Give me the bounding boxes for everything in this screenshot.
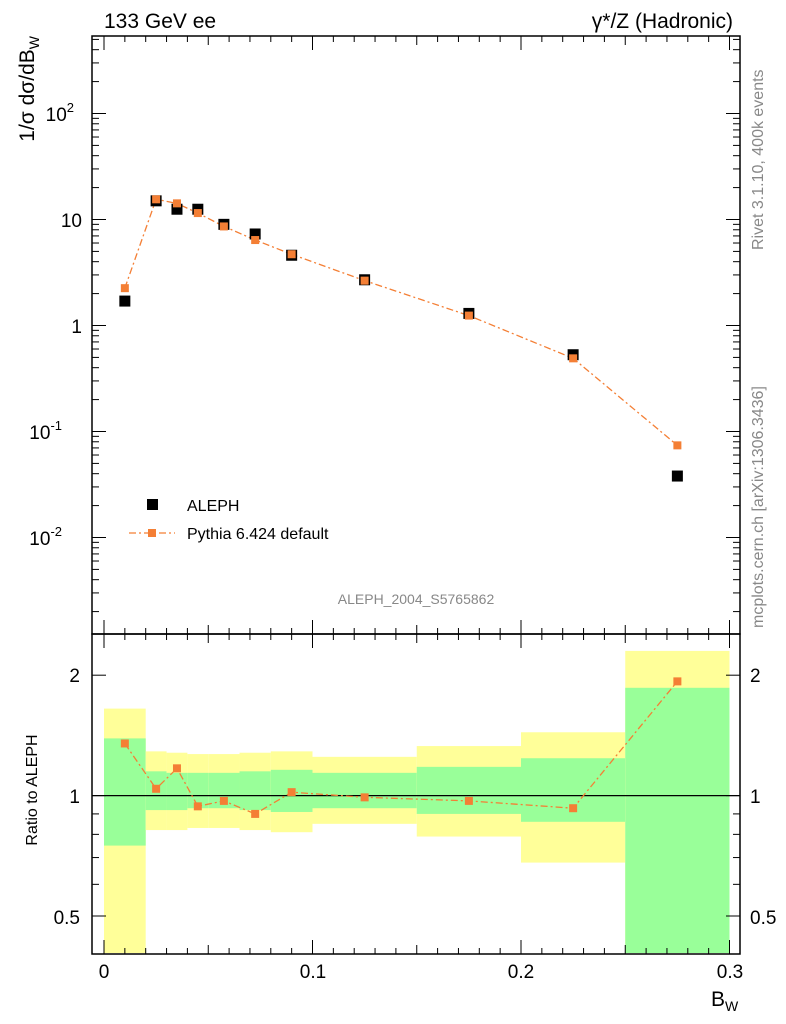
ratio-mc-point [673,677,682,686]
xtick-label-0.3: 0.3 [717,962,743,983]
mc-point [193,209,202,218]
xtick-label-0: 0 [99,962,110,983]
band-inner [104,738,146,846]
analysis-id: ALEPH_2004_S5765862 [338,591,495,607]
mcplots-label: mcplots.cern.ch [arXiv:1306.3436] [750,386,767,628]
data-point [119,295,131,307]
data-point [249,228,261,240]
ratio-frame [91,633,741,955]
band-inner [312,772,417,809]
ytick-label-1e-2: 10-2 [29,524,62,550]
mc-point [360,276,369,285]
ratio-mc-point [464,796,473,805]
ratio-ytick-2-left: 2 [69,666,80,687]
ratio-ytick-1-right: 1 [750,787,761,808]
ratio-ytick-0.5-left: 0.5 [54,908,80,929]
mc-point [287,250,296,259]
mc-point [120,284,129,293]
band-inner [239,771,271,811]
mc-point [673,441,682,450]
band-inner [521,758,626,822]
main-points-layer [119,195,683,482]
main-ylabel: 1/σ dσ/dBW [16,35,42,141]
band-inner [187,772,209,809]
ytick-label-10: 10 [61,211,82,232]
main-panel: 10-2 10-1 1 10 102 1/σ dσ/dBW ALEPH Pyth… [16,35,741,635]
ratio-mc-point [172,764,181,773]
xtick-label-0.2: 0.2 [508,962,534,983]
ratio-mc-point [152,784,161,793]
ratio-mc-point [193,802,202,811]
mc-point [219,222,228,231]
rivet-label: Rivet 3.1.10, 400k events [750,69,767,250]
ratio-ytick-1-left: 1 [69,787,80,808]
ytick-label-1e-1: 10-1 [29,418,62,444]
legend-mc-marker [148,529,156,537]
ratio-ytick-2-right: 2 [750,666,761,687]
legend-mc-label: Pythia 6.424 default [187,526,329,543]
ratio-ytick-0.5-right: 0.5 [750,908,776,929]
ratio-ticks-layer [92,634,740,954]
mc-line [124,198,678,446]
header-right: γ*/Z (Hadronic) [592,10,733,33]
xtick-label-0.1: 0.1 [300,962,326,983]
ytick-label-1e2: 102 [46,100,74,126]
legend: ALEPH Pythia 6.424 default [129,498,329,543]
mc-point [172,199,181,208]
ratio-mc-point [120,739,129,748]
mc-point [152,195,161,204]
mc-point [251,236,260,245]
ytick-label-1: 1 [71,317,82,338]
legend-data-label: ALEPH [187,498,239,515]
data-point [671,470,683,482]
xlabel: BW [711,988,739,1014]
ratio-bands-layer [104,650,730,953]
ratio-mc-point [219,796,228,805]
main-ticks-layer [92,36,740,634]
ratio-panel: 0.5 1 2 0.5 1 2 0 0.1 0.2 0.3 Ratio to A… [24,633,776,1014]
ratio-mc-point [569,804,578,813]
band-inner [416,766,521,814]
header-left: 133 GeV ee [104,10,216,33]
main-frame [91,35,741,635]
ratio-mc-point [360,793,369,802]
band-inner [166,772,188,811]
mc-point [569,354,578,363]
band-inner [625,687,730,953]
ratio-mc-point [287,788,296,797]
ratio-mc-point [251,809,260,818]
data-point [171,203,183,215]
ratio-points-layer [120,677,682,818]
mc-point [464,311,473,320]
legend-data-marker [147,499,158,510]
ratio-ylabel: Ratio to ALEPH [24,734,41,845]
